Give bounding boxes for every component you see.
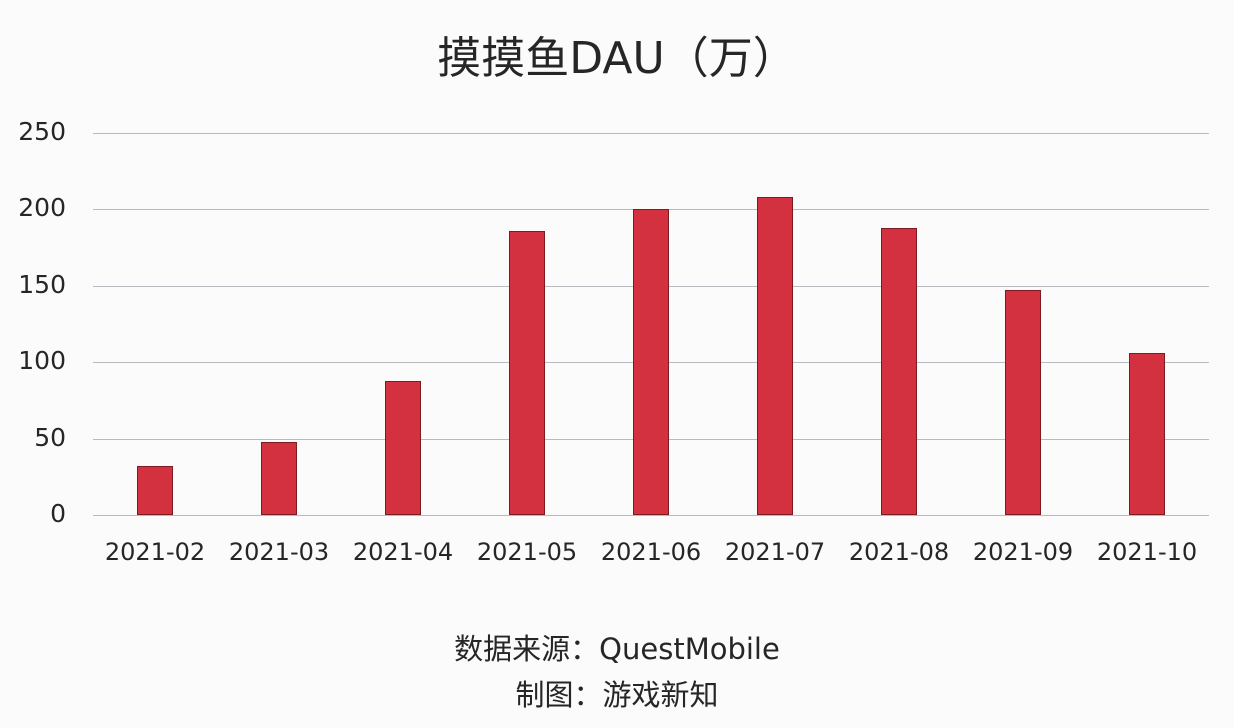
bar-2021-04 <box>385 380 421 515</box>
gridline <box>93 515 1209 516</box>
x-tick-label: 2021-06 <box>600 538 702 566</box>
x-tick-label: 2021-07 <box>724 538 826 566</box>
x-tick-label: 2021-09 <box>972 538 1074 566</box>
bar-2021-07 <box>757 197 793 515</box>
bar-2021-10 <box>1129 353 1165 515</box>
chart-title: 摸摸鱼DAU（万） <box>437 33 797 84</box>
plot-area <box>93 133 1209 516</box>
gridline <box>93 133 1209 134</box>
y-tick-label: 200 <box>18 193 66 223</box>
author-note: 制图：游戏新知 <box>515 678 719 712</box>
x-tick-label: 2021-10 <box>1096 538 1198 566</box>
x-tick-label: 2021-05 <box>476 538 578 566</box>
y-tick-label: 100 <box>18 346 66 376</box>
bar-2021-09 <box>1005 290 1041 515</box>
y-tick-label: 50 <box>34 422 66 452</box>
x-tick-label: 2021-02 <box>104 538 206 566</box>
bar-2021-08 <box>881 227 917 515</box>
source-note: 数据来源：QuestMobile <box>454 632 780 666</box>
bar-2021-05 <box>509 230 545 515</box>
bar-2021-06 <box>633 209 669 515</box>
bar-2021-03 <box>261 441 297 515</box>
y-tick-label: 250 <box>18 117 66 146</box>
x-tick-label: 2021-04 <box>352 538 454 566</box>
y-tick-label: 0 <box>50 499 66 528</box>
x-tick-label: 2021-08 <box>848 538 950 566</box>
bar-2021-02 <box>137 466 173 515</box>
y-tick-label: 150 <box>18 269 66 299</box>
x-tick-label: 2021-03 <box>228 538 330 566</box>
